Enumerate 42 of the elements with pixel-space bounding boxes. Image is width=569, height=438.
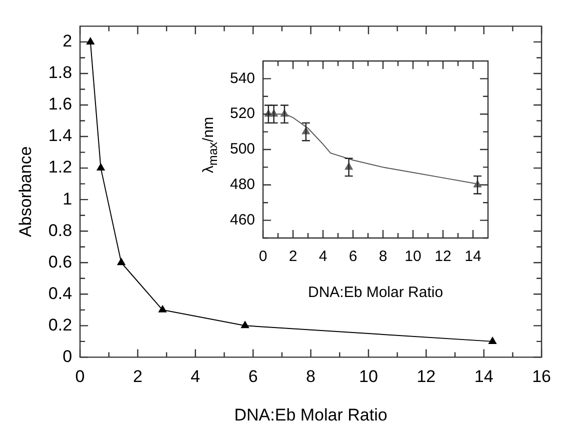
x-tick-label: 4 xyxy=(190,367,200,386)
x-tick-label: 0 xyxy=(258,248,268,266)
x-tick-label: 8 xyxy=(306,367,316,386)
y-tick-label: 0.8 xyxy=(48,220,72,240)
x-tick-label: 12 xyxy=(416,367,436,386)
y-tick-label: 2 xyxy=(62,32,72,51)
x-tick-label: 6 xyxy=(248,367,258,386)
y-tick-label: 0 xyxy=(62,346,72,366)
x-tick-label: 0 xyxy=(75,367,85,386)
y-tick-label: 1.4 xyxy=(48,126,72,146)
x-tick-label: 14 xyxy=(464,248,482,266)
x-tick-label: 2 xyxy=(288,248,298,266)
x-tick-label: 6 xyxy=(348,248,358,266)
x-axis-title: DNA:Eb Molar Ratio xyxy=(308,284,444,302)
x-axis-title: DNA:Eb Molar Ratio xyxy=(234,405,388,424)
x-tick-label: 4 xyxy=(318,248,328,266)
x-tick-label: 10 xyxy=(404,248,422,266)
y-tick-label: 480 xyxy=(230,176,256,194)
point xyxy=(96,164,105,171)
point xyxy=(86,37,94,44)
y-tick-label: 500 xyxy=(230,140,256,158)
point xyxy=(117,258,126,266)
y-tick-label: 520 xyxy=(230,105,256,122)
x-tick-label: 12 xyxy=(434,248,452,266)
x-tick-label: 16 xyxy=(532,367,552,386)
y-tick-label: 1.8 xyxy=(48,63,72,82)
y-axis-title: Absorbance xyxy=(16,146,35,238)
y-tick-label: 1.2 xyxy=(48,158,72,177)
x-tick-label: 8 xyxy=(378,248,388,266)
y-tick-label: 460 xyxy=(230,211,256,228)
y-tick-label: 1 xyxy=(62,189,72,208)
x-tick-label: 10 xyxy=(359,367,378,386)
point xyxy=(241,321,249,328)
y-tick-label: 0.6 xyxy=(48,252,72,272)
y-tick-label: 540 xyxy=(230,70,256,87)
x-tick-label: 14 xyxy=(474,367,494,386)
y-tick-label: 0.2 xyxy=(48,315,72,334)
y-tick-label: 0.4 xyxy=(48,284,72,303)
point xyxy=(488,336,496,344)
y-tick-label: 1.6 xyxy=(48,94,72,114)
point xyxy=(158,305,166,312)
x-tick-label: 2 xyxy=(132,367,142,386)
